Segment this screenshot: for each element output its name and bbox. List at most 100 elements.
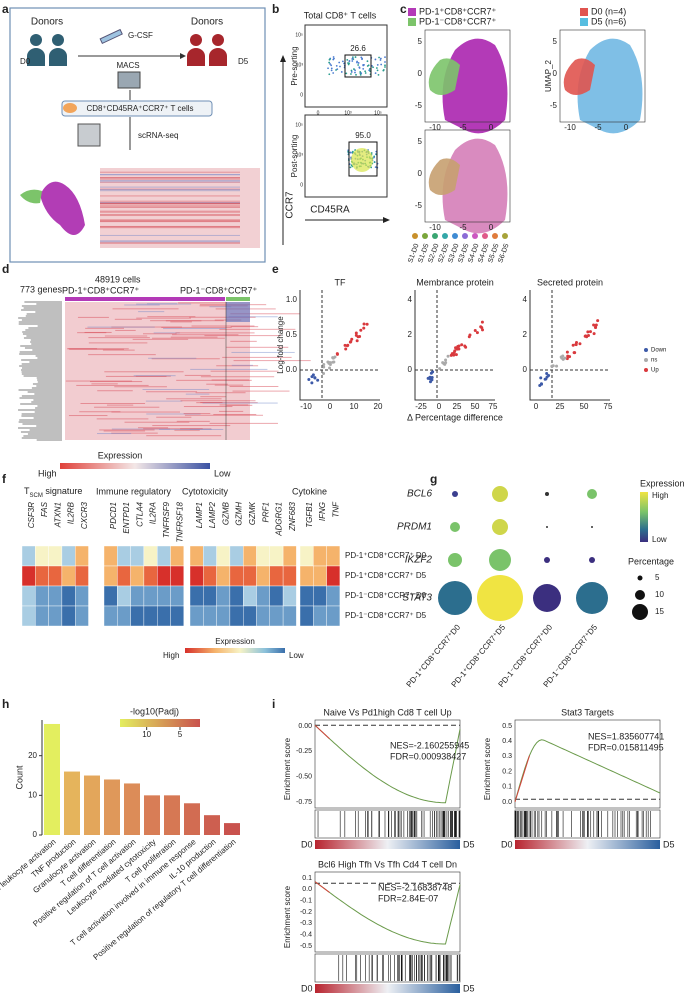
heat-cell (74, 545, 89, 567)
bar (184, 803, 200, 835)
row-label: PD-1⁺CD8⁺CCR7⁺ D5 (345, 571, 427, 580)
gene-point (333, 355, 337, 359)
donor-icon (27, 48, 45, 66)
heatmap-stripe (111, 432, 158, 434)
heat-cell (313, 545, 327, 567)
facs-event (329, 63, 332, 65)
facs-event (356, 61, 358, 64)
facs-event (379, 57, 382, 60)
panel-label: b (272, 2, 279, 16)
heat-cell (282, 585, 297, 607)
axes (529, 290, 610, 401)
gene-point (428, 380, 432, 384)
heatmap-stripe (68, 415, 108, 417)
heatmap-stripe (152, 337, 225, 339)
heatmap-stripe (96, 418, 149, 420)
tick-label: 0.5 (286, 330, 298, 339)
gene-point (350, 337, 354, 341)
row-label: PD-1⁻CD8⁺CCR7⁺ D0 (345, 591, 427, 600)
dot (544, 557, 550, 563)
facs-event (359, 73, 362, 76)
gene-label: IL2RA (149, 502, 158, 524)
facs-event (364, 72, 367, 74)
mini-heatmap-stripe (100, 171, 240, 173)
facs-event (346, 58, 349, 61)
group-bar (226, 297, 250, 301)
heatmap-stripe (145, 400, 183, 402)
heat-cell (117, 545, 131, 567)
gene-point (331, 360, 335, 364)
heat-cell (130, 545, 145, 567)
gene-point (555, 364, 559, 368)
facs-event (370, 152, 373, 154)
tick-label: 10 (350, 402, 359, 411)
heatmap-stripe (146, 413, 201, 415)
mini-heatmap-stripe (100, 210, 240, 212)
y-axis-label: Count (14, 765, 24, 790)
legend-title: Percentage (628, 556, 674, 566)
rank-end: D0 (301, 839, 313, 849)
gene-point (359, 328, 363, 332)
facs-event (348, 60, 351, 63)
heat-cell (117, 605, 131, 627)
heatmap-stripe (229, 385, 279, 387)
heatmap-stripe (124, 304, 160, 306)
plot-frame (314, 871, 461, 953)
heat-cell (117, 585, 131, 607)
stat-text: NES=1.835607741 (588, 731, 664, 741)
gene-point (592, 323, 596, 327)
heatmap-stripe (228, 316, 278, 318)
rank-bar (315, 984, 460, 993)
gene-label: TGFB1 (305, 502, 314, 528)
gene-label: PDCD1 (109, 502, 118, 529)
heat-cell (170, 545, 185, 567)
facs-event (351, 56, 354, 59)
dot (448, 553, 462, 567)
gene-point (444, 361, 448, 365)
dot (477, 575, 523, 621)
mini-heatmap-stripe (100, 211, 240, 213)
mini-heatmap-stripe (100, 202, 240, 204)
tick-label: 25 (556, 402, 565, 411)
heatmap-stripe (175, 332, 255, 334)
heatmap-stripe (216, 365, 259, 367)
heatmap-stripe (178, 302, 227, 304)
facs-event (345, 72, 348, 75)
group-title: TSCM signature (24, 486, 82, 498)
gene-point (574, 342, 578, 346)
facs-event (338, 61, 341, 64)
heatmap-stripe (88, 337, 150, 339)
mini-heatmap-stripe (100, 195, 240, 197)
mini-heatmap-stripe (100, 213, 240, 215)
facs-event (373, 161, 376, 163)
facs-event (359, 71, 362, 73)
heatmap-stripe (200, 402, 223, 404)
rank-end: D0 (501, 839, 513, 849)
mini-heatmap-stripe (100, 177, 240, 179)
facs-event (376, 69, 379, 72)
heat-cell (242, 605, 257, 627)
rank-end: D5 (463, 839, 475, 849)
facs-event (384, 56, 386, 59)
heatmap-stripe (183, 413, 211, 415)
gene-point (322, 365, 326, 369)
facs-event (379, 59, 382, 61)
legend-label: PD-1⁺CD8⁺CCR7⁺ (419, 6, 497, 16)
tick-label: 25 (453, 402, 462, 411)
sample-dot (422, 233, 428, 239)
heat-cell (299, 565, 314, 587)
tick-label: 50 (471, 402, 480, 411)
heat-cell (74, 565, 89, 587)
facs-event (330, 67, 333, 70)
heatmap-stripe (76, 384, 149, 386)
heat-cell (130, 585, 145, 607)
gene-point (551, 364, 555, 368)
plot-frame (314, 719, 461, 809)
heatmap-stripe (136, 303, 192, 305)
y-tick-label: 20 (28, 751, 37, 760)
heat-cell (299, 585, 314, 607)
facs-event (330, 64, 333, 67)
gene-point (316, 378, 320, 382)
heatmap-stripe (146, 435, 222, 437)
